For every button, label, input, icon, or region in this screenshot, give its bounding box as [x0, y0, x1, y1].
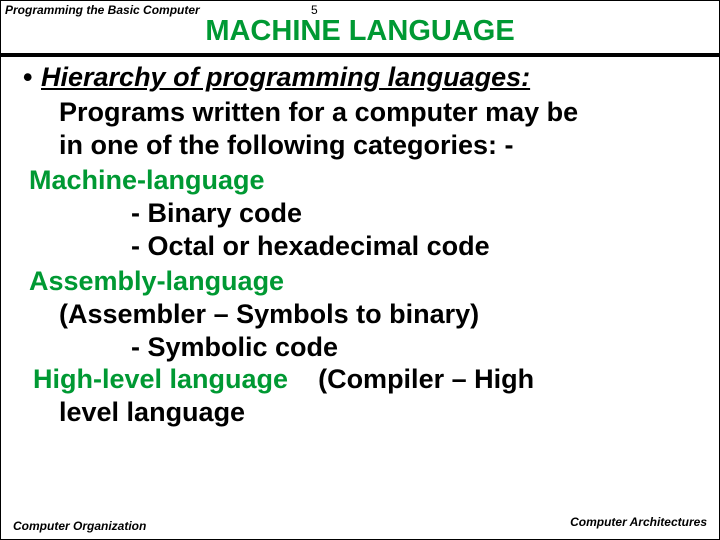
- footer-right: Computer Architectures: [570, 515, 707, 529]
- highlevel-paren: (Compiler – High: [318, 364, 534, 394]
- footer-left: Computer Organization: [13, 519, 146, 533]
- title-divider: [1, 53, 719, 57]
- highlevel-line: High-level language (Compiler – High: [33, 363, 707, 396]
- bullet-hierarchy: •Hierarchy of programming languages:: [23, 61, 707, 94]
- highlevel-title: High-level language: [33, 364, 288, 394]
- machine-item-1: - Binary code: [131, 197, 707, 230]
- intro-line-1: Programs written for a computer may be: [59, 96, 707, 129]
- highlevel-cont: level language: [59, 396, 707, 429]
- assembly-title: Assembly-language: [29, 265, 707, 298]
- intro-line-2: in one of the following categories: -: [59, 129, 707, 162]
- content-area: •Hierarchy of programming languages: Pro…: [13, 61, 707, 429]
- assembly-item-1: - Symbolic code: [131, 331, 707, 364]
- hierarchy-label: Hierarchy of programming languages:: [41, 62, 530, 92]
- slide: Programming the Basic Computer 5 MACHINE…: [0, 0, 720, 540]
- machine-title: Machine-language: [29, 164, 707, 197]
- assembly-paren: (Assembler – Symbols to binary): [59, 298, 707, 331]
- slide-title: MACHINE LANGUAGE: [1, 15, 719, 48]
- machine-item-2: - Octal or hexadecimal code: [131, 230, 707, 263]
- bullet-icon: •: [23, 61, 41, 94]
